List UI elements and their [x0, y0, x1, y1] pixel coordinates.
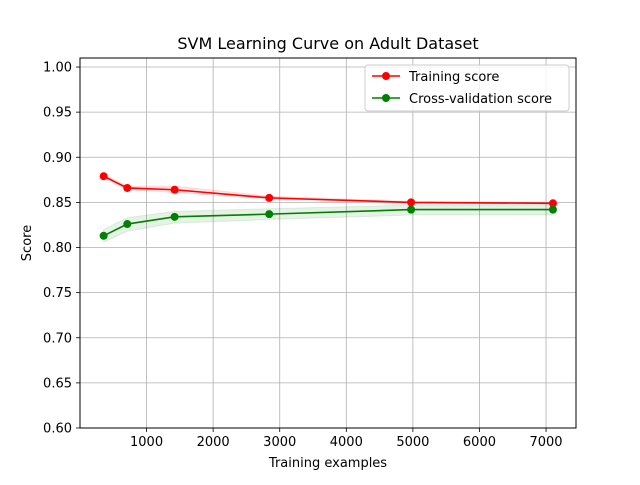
x-tick-label: 6000 — [463, 435, 496, 450]
training-score-point — [99, 172, 108, 181]
training-score-point — [170, 185, 179, 194]
x-tick-label: 2000 — [197, 435, 230, 450]
cross-validation-score-point — [548, 205, 557, 214]
cross-validation-score-point — [99, 231, 108, 240]
plot-frame — [79, 57, 577, 429]
chart-title: SVM Learning Curve on Adult Dataset — [177, 34, 478, 53]
x-tick-label: 4000 — [330, 435, 363, 450]
training-score-point — [548, 199, 557, 208]
cross-validation-score-line — [103, 208, 553, 237]
cross-validation-score-band — [103, 204, 554, 243]
y-tick-label: 0.85 — [43, 196, 72, 211]
legend-marker-training — [382, 72, 390, 80]
y-tick-label: 0.95 — [43, 106, 72, 121]
y-tick-label: 0.60 — [43, 422, 72, 437]
cross-validation-score-point — [170, 212, 179, 221]
y-tick-label: 0.70 — [43, 331, 72, 346]
series-markers — [99, 172, 557, 240]
cross-validation-score-point — [407, 205, 416, 214]
y-tick-label: 1.00 — [43, 61, 72, 76]
training-score-point — [123, 183, 132, 192]
y-tick-label: 0.65 — [43, 376, 72, 391]
series-lines — [103, 175, 553, 237]
y-tick-label: 0.75 — [43, 286, 72, 301]
y-tick-label: 0.90 — [43, 151, 72, 166]
x-tick-label: 7000 — [529, 435, 562, 450]
legend-label-training: Training score — [408, 70, 499, 85]
x-tick-label: 5000 — [396, 435, 429, 450]
y-tick-label: 0.80 — [43, 241, 72, 256]
cross-validation-score-point — [123, 220, 132, 229]
x-axis-title: Training examples — [268, 456, 387, 471]
cross-validation-score-point — [265, 210, 274, 219]
legend-box — [364, 64, 570, 112]
training-score-point — [407, 198, 416, 207]
legend-marker-cross-validation — [382, 94, 390, 102]
y-axis-title: Score — [20, 225, 35, 261]
legend: Training score Cross-validation score — [364, 64, 570, 112]
x-tick-label: 3000 — [263, 435, 296, 450]
x-axis-ticks: 1000 2000 3000 4000 5000 6000 7000 — [130, 428, 563, 450]
legend-label-cross-validation: Cross-validation score — [409, 92, 552, 107]
x-tick-label: 1000 — [130, 435, 163, 450]
training-score-point — [265, 193, 274, 202]
y-axis-ticks: 0.60 0.65 0.70 0.75 0.80 0.85 0.90 0.95 1.00 — [43, 61, 80, 437]
training-score-line — [103, 175, 553, 205]
